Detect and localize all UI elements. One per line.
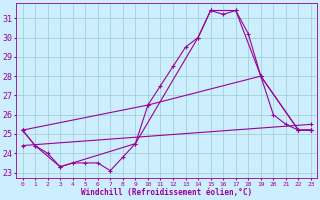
X-axis label: Windchill (Refroidissement éolien,°C): Windchill (Refroidissement éolien,°C) (81, 188, 252, 197)
